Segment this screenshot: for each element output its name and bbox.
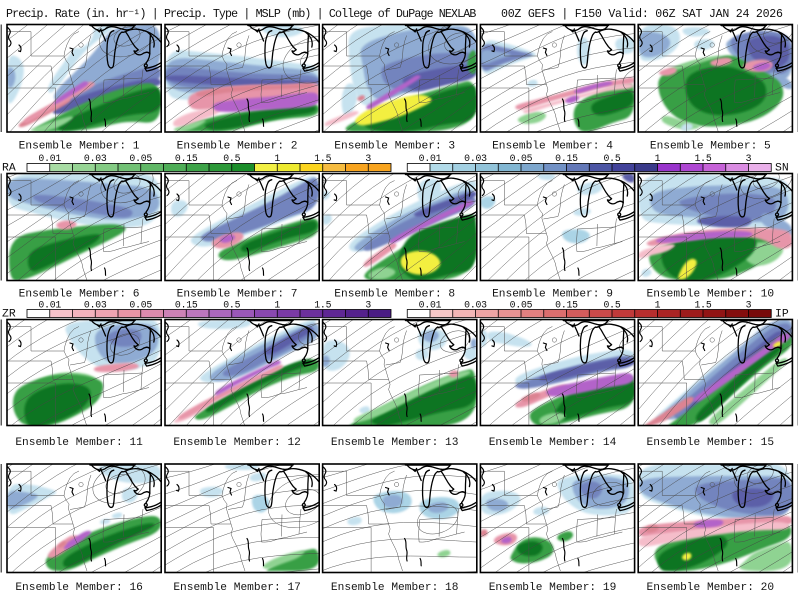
- svg-text:1: 1: [655, 153, 661, 164]
- svg-text:0.05: 0.05: [129, 153, 152, 164]
- svg-text:Precip. Rate (in. hr⁻¹) | Prec: Precip. Rate (in. hr⁻¹) | Precip. Type |…: [6, 8, 476, 21]
- svg-text:0.01: 0.01: [38, 300, 61, 311]
- svg-text:0.15: 0.15: [175, 300, 198, 311]
- svg-text:0.03: 0.03: [84, 153, 107, 164]
- svg-text:0.15: 0.15: [175, 153, 198, 164]
- svg-text:0.03: 0.03: [464, 300, 487, 311]
- svg-text:Ensemble Member: 14: Ensemble Member: 14: [489, 437, 617, 449]
- svg-text:Ensemble Member: 9: Ensemble Member: 9: [492, 289, 613, 301]
- svg-text:Ensemble Member: 12: Ensemble Member: 12: [173, 437, 301, 449]
- svg-text:0.5: 0.5: [603, 300, 620, 311]
- svg-text:0.5: 0.5: [223, 153, 240, 164]
- svg-text:1: 1: [274, 153, 280, 164]
- svg-text:Ensemble Member: 16: Ensemble Member: 16: [15, 582, 143, 594]
- svg-text:Ensemble Member: 18: Ensemble Member: 18: [331, 582, 459, 594]
- svg-text:0.01: 0.01: [38, 153, 61, 164]
- svg-text:0.03: 0.03: [84, 300, 107, 311]
- svg-text:Ensemble Member: 5: Ensemble Member: 5: [650, 141, 771, 153]
- svg-text:0.5: 0.5: [603, 153, 620, 164]
- svg-text:0.03: 0.03: [464, 153, 487, 164]
- svg-text:0.05: 0.05: [129, 300, 152, 311]
- svg-text:IP: IP: [775, 309, 789, 321]
- svg-text:Ensemble Member: 13: Ensemble Member: 13: [331, 437, 459, 449]
- svg-text:Ensemble Member: 6: Ensemble Member: 6: [19, 289, 140, 301]
- svg-text:Ensemble Member: 10: Ensemble Member: 10: [647, 289, 775, 301]
- svg-text:Ensemble Member: 11: Ensemble Member: 11: [15, 437, 143, 449]
- svg-text:Ensemble Member: 15: Ensemble Member: 15: [647, 437, 775, 449]
- svg-text:1.5: 1.5: [314, 153, 331, 164]
- svg-text:Ensemble Member: 8: Ensemble Member: 8: [334, 289, 455, 301]
- svg-text:1.5: 1.5: [694, 153, 711, 164]
- svg-text:1: 1: [655, 300, 661, 311]
- svg-text:SN: SN: [775, 163, 789, 175]
- svg-text:Ensemble Member: 7: Ensemble Member: 7: [177, 289, 298, 301]
- svg-text:Ensemble Member: 3: Ensemble Member: 3: [334, 141, 455, 153]
- svg-text:0.05: 0.05: [510, 153, 533, 164]
- svg-text:0.5: 0.5: [223, 300, 240, 311]
- svg-text:Ensemble Member: 4: Ensemble Member: 4: [492, 141, 613, 153]
- svg-text:3: 3: [746, 300, 752, 311]
- svg-text:0.15: 0.15: [555, 153, 578, 164]
- svg-text:3: 3: [365, 300, 371, 311]
- svg-text:1: 1: [274, 300, 280, 311]
- svg-text:ZR: ZR: [2, 309, 16, 321]
- svg-text:RA: RA: [2, 163, 16, 175]
- svg-text:Ensemble Member: 1: Ensemble Member: 1: [19, 141, 140, 153]
- svg-text:Ensemble Member: 2: Ensemble Member: 2: [177, 141, 298, 153]
- svg-text:00Z GEFS | F150 Valid: 06Z SAT: 00Z GEFS | F150 Valid: 06Z SAT JAN 24 20…: [501, 8, 783, 21]
- svg-text:Ensemble Member: 20: Ensemble Member: 20: [647, 582, 775, 594]
- svg-text:3: 3: [365, 153, 371, 164]
- svg-text:Ensemble Member: 19: Ensemble Member: 19: [489, 582, 617, 594]
- svg-text:1.5: 1.5: [694, 300, 711, 311]
- svg-text:0.01: 0.01: [419, 153, 442, 164]
- svg-text:3: 3: [746, 153, 752, 164]
- svg-text:Ensemble Member: 17: Ensemble Member: 17: [173, 582, 301, 594]
- svg-text:0.05: 0.05: [510, 300, 533, 311]
- svg-text:0.01: 0.01: [419, 300, 442, 311]
- svg-text:1.5: 1.5: [314, 300, 331, 311]
- svg-text:0.15: 0.15: [555, 300, 578, 311]
